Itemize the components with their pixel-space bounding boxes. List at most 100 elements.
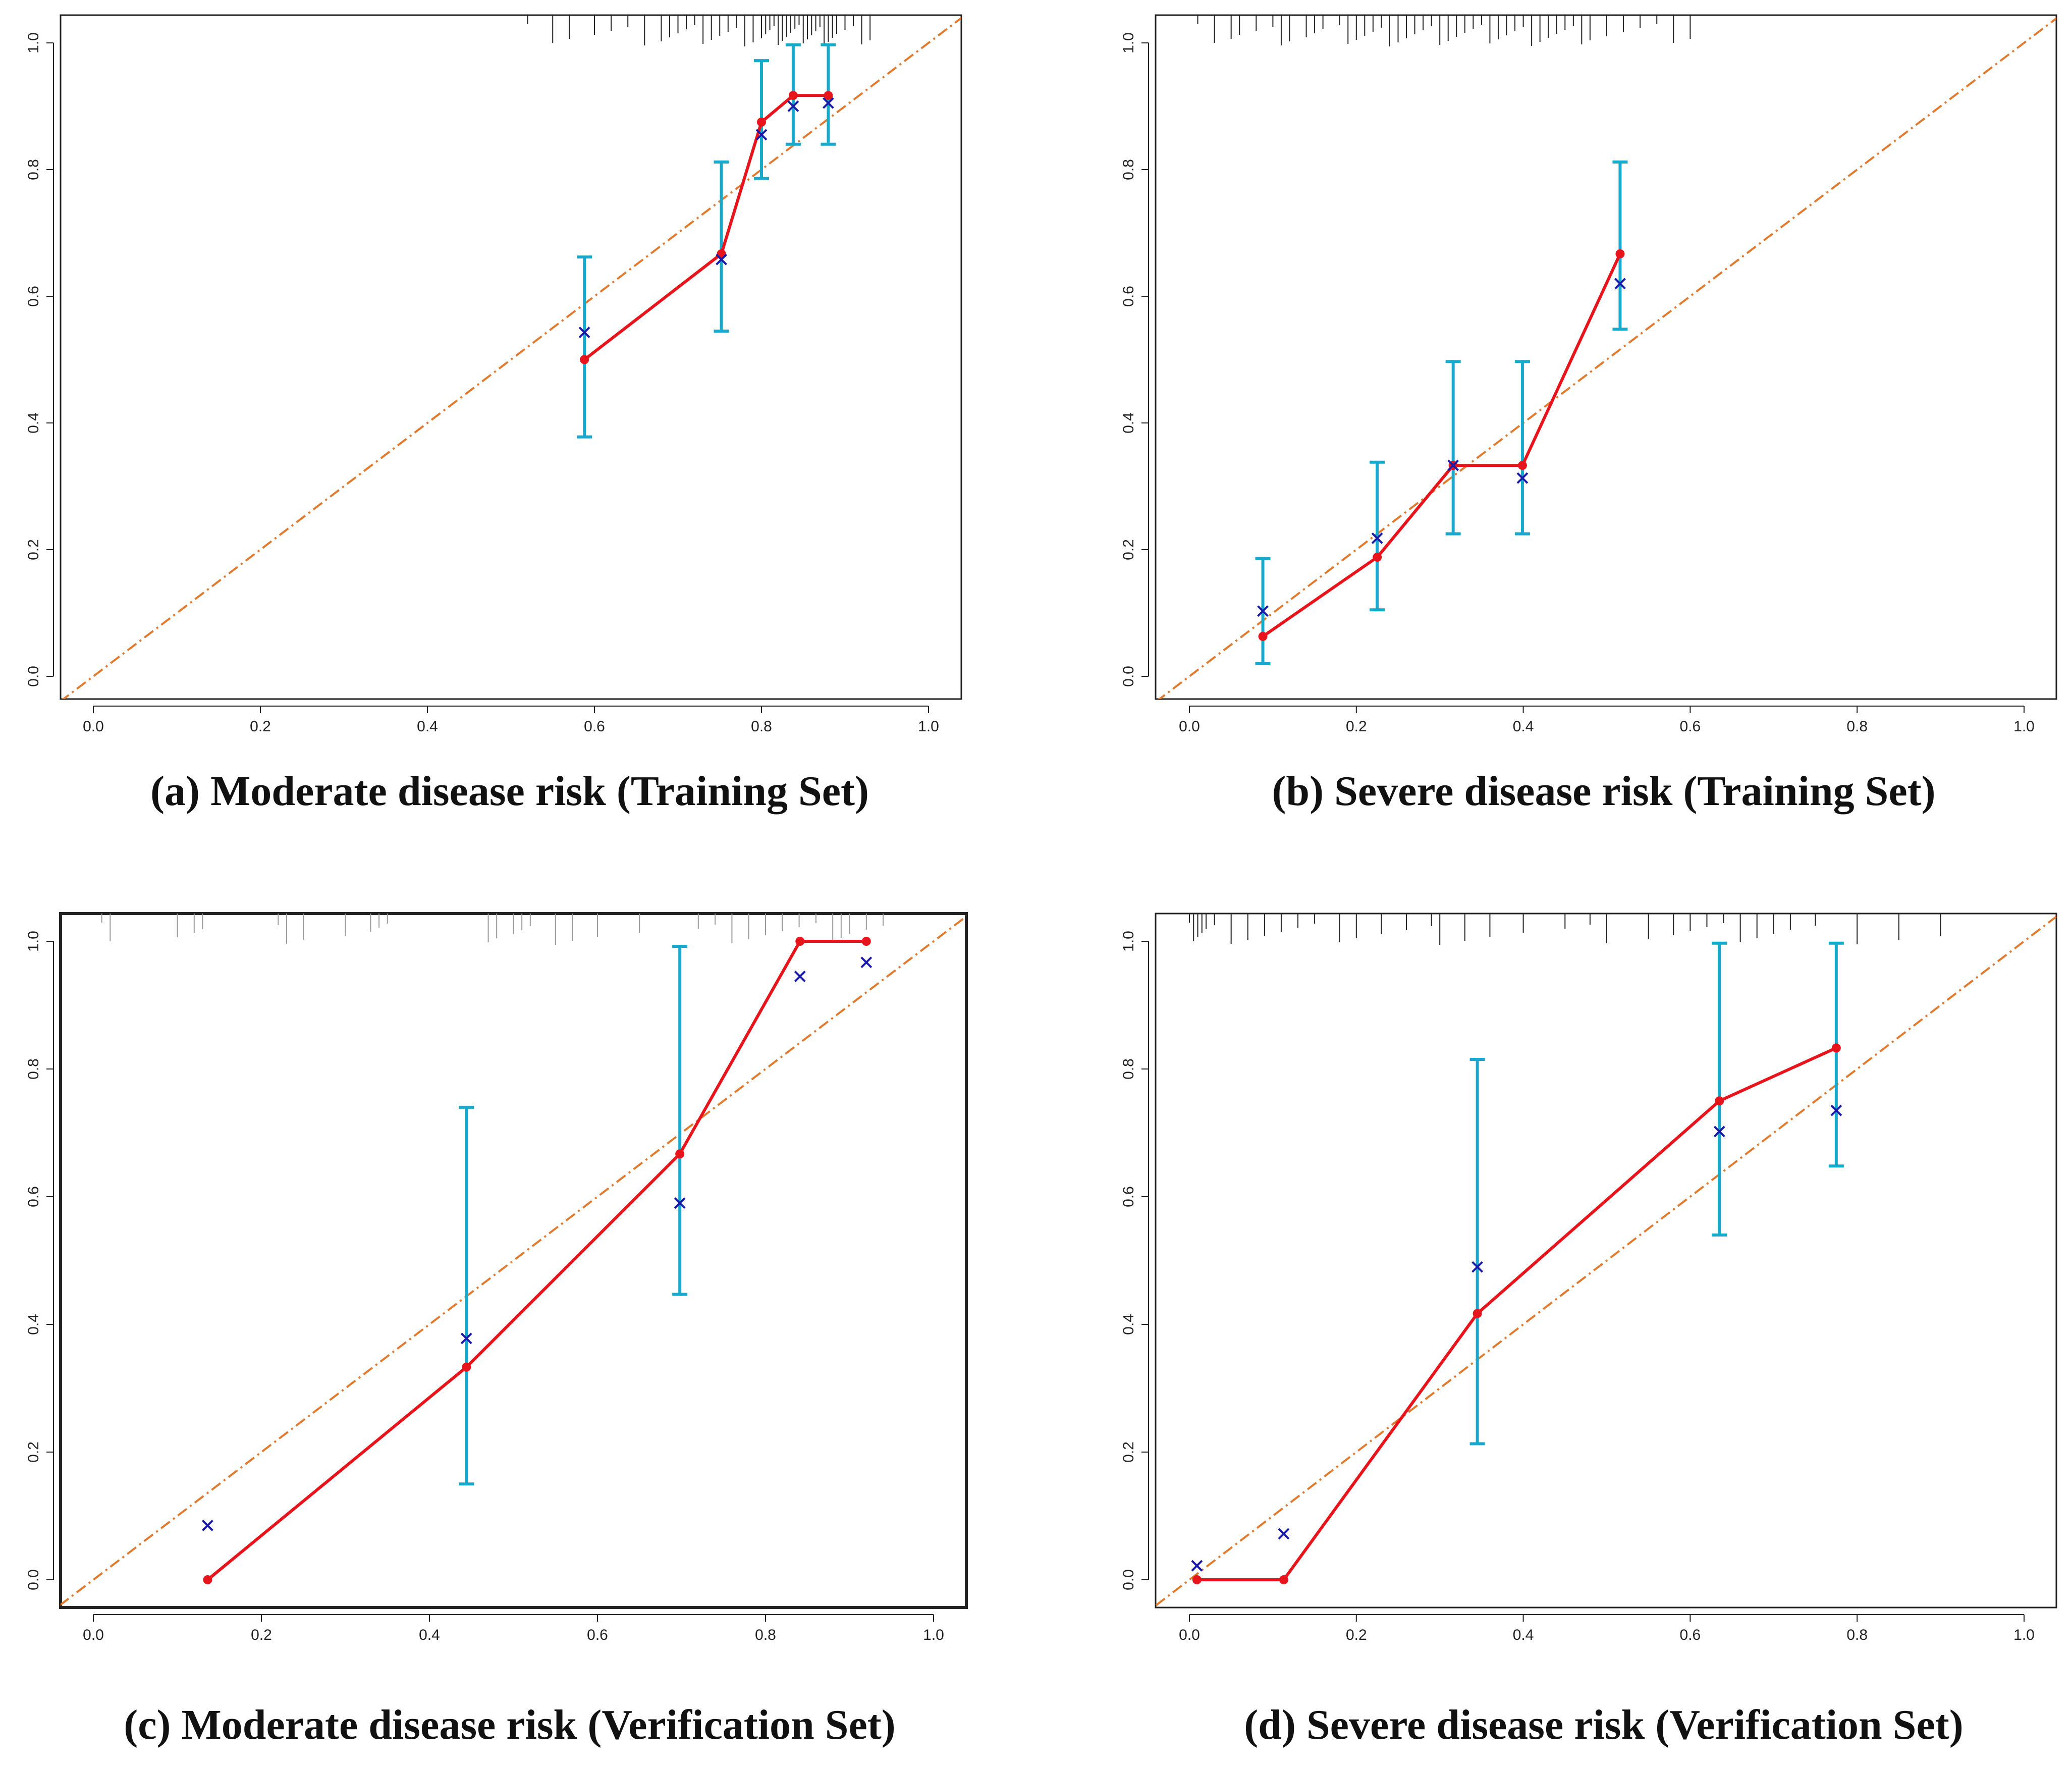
- x-tick-label: 0.4: [417, 718, 438, 735]
- observed-point: [1192, 1575, 1202, 1584]
- plot-area: [1158, 15, 2056, 699]
- ideal-diagonal-line: [62, 17, 961, 699]
- observed-point: [1517, 461, 1527, 470]
- apparent-point: [1830, 1104, 1842, 1116]
- x-tick-label: 0.6: [1680, 718, 1701, 735]
- apparent-point: [755, 129, 768, 141]
- x-tick-label: 0.4: [1513, 1627, 1534, 1643]
- apparent-point: [1191, 1560, 1203, 1572]
- x-tick-label: 0.4: [1513, 718, 1534, 735]
- observed-point: [757, 117, 766, 127]
- x-tick-label: 0.0: [83, 718, 104, 735]
- apparent-point: [787, 100, 799, 112]
- chart-panel-c: 0.0 0.2 0.4 0.6 0.8 1.0 0.0 0.2 0.4 0.6 0.8 1.0 (c) …: [25, 912, 968, 1748]
- y-tick-label: 0.8: [25, 1058, 42, 1080]
- y-tick-label: 1.0: [1120, 32, 1137, 53]
- observed-point: [1258, 631, 1268, 641]
- y-tick-label: 0.0: [1120, 1569, 1137, 1590]
- y-tick-label: 0.8: [1120, 159, 1137, 180]
- y-tick-label: 0.2: [1120, 539, 1137, 560]
- ideal-diagonal-line: [1156, 915, 2056, 1607]
- apparent-point: [460, 1332, 472, 1345]
- x-tick-label: 1.0: [2013, 718, 2035, 735]
- plot-frame: [60, 14, 962, 700]
- y-tick-label: 1.0: [1120, 931, 1137, 952]
- x-tick-label: 0.6: [587, 1627, 608, 1643]
- x-tick-label: 1.0: [923, 1627, 944, 1643]
- x-tick-label: 0.2: [1346, 718, 1367, 735]
- apparent-point: [1471, 1261, 1484, 1273]
- plot-area: [61, 914, 966, 1606]
- apparent-point: [202, 1520, 213, 1531]
- y-tick-label: 0.8: [1120, 1058, 1137, 1080]
- y-tick-label: 0.2: [25, 539, 42, 560]
- y-tick-label: 0.6: [25, 286, 42, 307]
- x-tick-label: 0.8: [751, 718, 772, 735]
- observed-point: [1373, 553, 1382, 562]
- apparent-point: [1713, 1126, 1725, 1138]
- y-tick-label: 1.0: [25, 32, 42, 53]
- ideal-diagonal-line: [1158, 17, 2056, 699]
- x-tick-label: 0.0: [1179, 718, 1200, 735]
- x-tick-label: 0.2: [1346, 1627, 1367, 1643]
- observed-point: [788, 91, 798, 100]
- x-tick-label: 0.6: [1680, 1627, 1701, 1643]
- plot-frame: [1155, 913, 2057, 1609]
- apparent-point: [822, 97, 834, 109]
- x-tick-label: 0.0: [83, 1627, 104, 1643]
- chart-panel-d: 0.0 0.2 0.4 0.6 0.8 1.0 0.0 0.2 0.4 0.6 0.8 1.0 (d) …: [1120, 913, 2057, 1748]
- apparent-point: [860, 956, 873, 969]
- y-tick-label: 0.4: [25, 412, 42, 434]
- y-tick-label: 0.4: [1120, 1314, 1137, 1335]
- apparent-point: [794, 971, 806, 982]
- panel-caption: (b) Severe disease risk (Training Set): [1272, 768, 1935, 815]
- apparent-point: [1614, 278, 1626, 290]
- x-tick-label: 0.4: [419, 1627, 440, 1643]
- y-tick-label: 0.8: [25, 159, 42, 180]
- apparent-point: [578, 327, 590, 338]
- y-tick-label: 0.2: [25, 1441, 42, 1463]
- y-tick-label: 0.6: [25, 1186, 42, 1207]
- x-tick-label: 0.8: [1846, 1627, 1868, 1643]
- observed-point: [824, 91, 833, 100]
- apparent-point: [1257, 605, 1269, 617]
- x-tick-label: 0.2: [251, 1627, 272, 1643]
- y-tick-label: 0.4: [1120, 412, 1137, 434]
- x-tick-label: 0.2: [250, 718, 271, 735]
- apparent-point: [674, 1197, 686, 1209]
- observed-point: [795, 937, 805, 946]
- panel-caption: (c) Moderate disease risk (Verification …: [124, 1701, 895, 1748]
- y-tick-label: 0.6: [1120, 1186, 1137, 1207]
- apparent-point: [1278, 1528, 1290, 1540]
- observed-point: [1473, 1309, 1482, 1318]
- observed-point: [580, 355, 589, 364]
- observed-point: [462, 1362, 471, 1372]
- panel-caption: (d) Severe disease risk (Verification Se…: [1244, 1701, 1963, 1748]
- chart-panel-b: 0.0 0.2 0.4 0.6 0.8 1.0 0.0 0.2 0.4 0.6 0.8 1.0 (b) …: [1120, 14, 2057, 815]
- y-tick-label: 0.0: [25, 1569, 42, 1590]
- plot-frame: [1155, 14, 2057, 700]
- plot-area: [62, 15, 961, 699]
- observed-point: [1615, 249, 1625, 258]
- x-tick-label: 0.8: [755, 1627, 776, 1643]
- observed-line: [1262, 253, 1622, 638]
- x-tick-label: 0.6: [584, 718, 605, 735]
- y-tick-label: 0.6: [1120, 286, 1137, 307]
- x-tick-label: 0.0: [1179, 1627, 1200, 1643]
- y-tick-label: 1.0: [25, 931, 42, 952]
- apparent-point: [1371, 532, 1383, 544]
- chart-panel-a: 0.0 0.2 0.4 0.6 0.8 1.0 0.0 0.2 0.4 0.6 0.8 1.0 (a) …: [25, 14, 962, 815]
- observed-point: [1715, 1096, 1724, 1106]
- observed-point: [675, 1149, 685, 1159]
- observed-point: [1831, 1043, 1841, 1053]
- observed-point: [1279, 1575, 1288, 1584]
- y-tick-label: 0.0: [1120, 666, 1137, 687]
- y-tick-label: 0.2: [1120, 1441, 1137, 1463]
- apparent-point: [1447, 459, 1459, 471]
- apparent-point: [1516, 472, 1529, 484]
- ideal-diagonal-line: [61, 915, 966, 1606]
- apparent-point: [716, 253, 727, 265]
- x-tick-label: 1.0: [918, 718, 939, 735]
- observed-point: [861, 937, 871, 946]
